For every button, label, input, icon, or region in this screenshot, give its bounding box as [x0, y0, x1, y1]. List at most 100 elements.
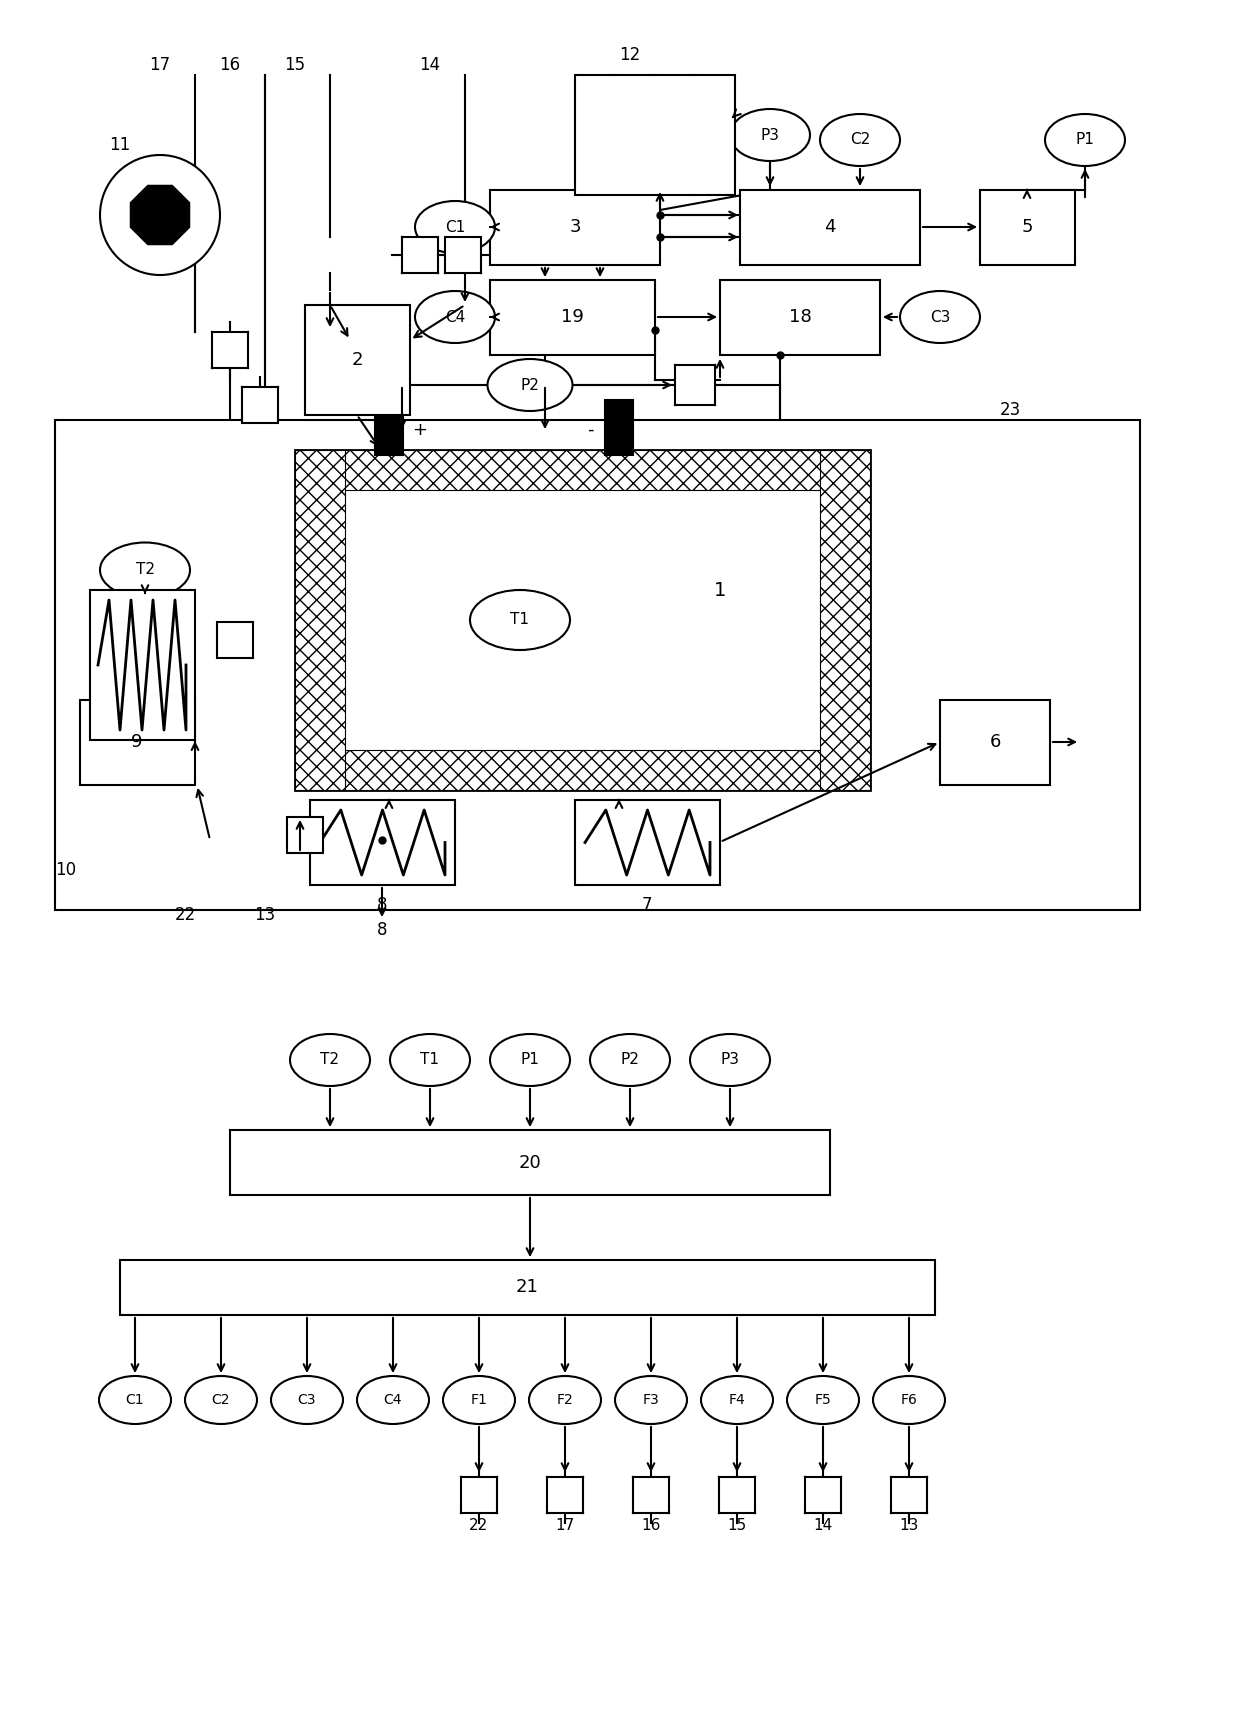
Ellipse shape [1045, 114, 1125, 165]
Ellipse shape [99, 1377, 171, 1423]
Ellipse shape [615, 1377, 687, 1423]
Ellipse shape [357, 1377, 429, 1423]
Text: 6: 6 [990, 732, 1001, 751]
Bar [212, 333, 248, 369]
Bar [55, 420, 1140, 910]
Bar [402, 238, 438, 272]
Ellipse shape [415, 202, 495, 253]
Text: F2: F2 [557, 1392, 573, 1408]
Text: C3: C3 [298, 1392, 316, 1408]
Text: C1: C1 [445, 219, 465, 234]
Text: P2: P2 [521, 377, 539, 393]
Bar [286, 817, 322, 853]
Bar [305, 305, 410, 415]
Bar [295, 450, 870, 489]
Text: 2: 2 [351, 351, 363, 369]
Polygon shape [130, 186, 190, 245]
Ellipse shape [290, 1034, 370, 1085]
Text: 4: 4 [825, 219, 836, 236]
Ellipse shape [185, 1377, 257, 1423]
Text: +: + [413, 420, 428, 439]
Ellipse shape [487, 358, 573, 412]
Ellipse shape [100, 543, 190, 598]
Text: 16: 16 [641, 1518, 661, 1532]
Text: F1: F1 [470, 1392, 487, 1408]
Text: C1: C1 [125, 1392, 144, 1408]
Text: 12: 12 [619, 47, 641, 64]
Bar [805, 1477, 841, 1513]
Bar [295, 450, 345, 791]
Bar [217, 622, 253, 658]
Bar [940, 700, 1050, 786]
Text: F3: F3 [642, 1392, 660, 1408]
Text: 23: 23 [999, 401, 1021, 419]
Text: 14: 14 [813, 1518, 832, 1532]
Circle shape [100, 155, 219, 276]
Text: F4: F4 [729, 1392, 745, 1408]
Text: 16: 16 [219, 57, 241, 74]
Text: 21: 21 [516, 1278, 539, 1296]
Text: 17: 17 [150, 57, 171, 74]
Text: T1: T1 [511, 612, 529, 627]
Bar [632, 1477, 670, 1513]
Ellipse shape [590, 1034, 670, 1085]
Bar [295, 450, 870, 791]
Text: 22: 22 [470, 1518, 489, 1532]
Bar [605, 400, 632, 455]
Bar [374, 400, 403, 455]
Bar [461, 1477, 497, 1513]
Ellipse shape [820, 114, 900, 165]
Text: 15: 15 [728, 1518, 746, 1532]
Ellipse shape [470, 589, 570, 650]
Text: 18: 18 [789, 308, 811, 326]
Text: C4: C4 [383, 1392, 402, 1408]
Bar [720, 281, 880, 355]
Text: 7: 7 [642, 896, 652, 913]
Bar [820, 450, 870, 791]
Text: F6: F6 [900, 1392, 918, 1408]
Text: 5: 5 [1022, 219, 1033, 236]
Text: P1: P1 [521, 1053, 539, 1068]
Text: P2: P2 [620, 1053, 640, 1068]
Ellipse shape [900, 291, 980, 343]
Ellipse shape [391, 1034, 470, 1085]
Text: 13: 13 [254, 906, 275, 924]
Text: 10: 10 [55, 862, 76, 879]
Ellipse shape [443, 1377, 515, 1423]
Bar [719, 1477, 755, 1513]
Bar [242, 388, 278, 424]
Text: C2: C2 [849, 133, 870, 148]
Text: C2: C2 [212, 1392, 231, 1408]
Bar [229, 1130, 830, 1196]
Ellipse shape [415, 291, 495, 343]
Text: 14: 14 [419, 57, 440, 74]
Ellipse shape [787, 1377, 859, 1423]
Text: 22: 22 [175, 906, 196, 924]
Text: T2: T2 [135, 562, 155, 577]
Text: 19: 19 [560, 308, 584, 326]
Bar [892, 1477, 928, 1513]
Text: 9: 9 [131, 732, 143, 751]
Bar [91, 589, 195, 739]
Text: 15: 15 [284, 57, 305, 74]
Text: C3: C3 [930, 310, 950, 324]
Bar [547, 1477, 583, 1513]
Text: 1: 1 [714, 581, 727, 600]
Text: 8: 8 [377, 896, 387, 913]
Text: 8: 8 [377, 922, 387, 939]
Bar [81, 700, 195, 786]
Text: P1: P1 [1075, 133, 1095, 148]
Ellipse shape [730, 109, 810, 160]
Bar [575, 799, 720, 886]
Text: P3: P3 [760, 128, 780, 143]
Bar [120, 1260, 935, 1315]
Bar [295, 750, 870, 791]
Text: T2: T2 [320, 1053, 340, 1068]
Ellipse shape [490, 1034, 570, 1085]
Bar [310, 799, 455, 886]
Text: -: - [587, 420, 593, 439]
Text: F5: F5 [815, 1392, 831, 1408]
Ellipse shape [873, 1377, 945, 1423]
Bar [490, 190, 660, 265]
Text: P3: P3 [720, 1053, 739, 1068]
